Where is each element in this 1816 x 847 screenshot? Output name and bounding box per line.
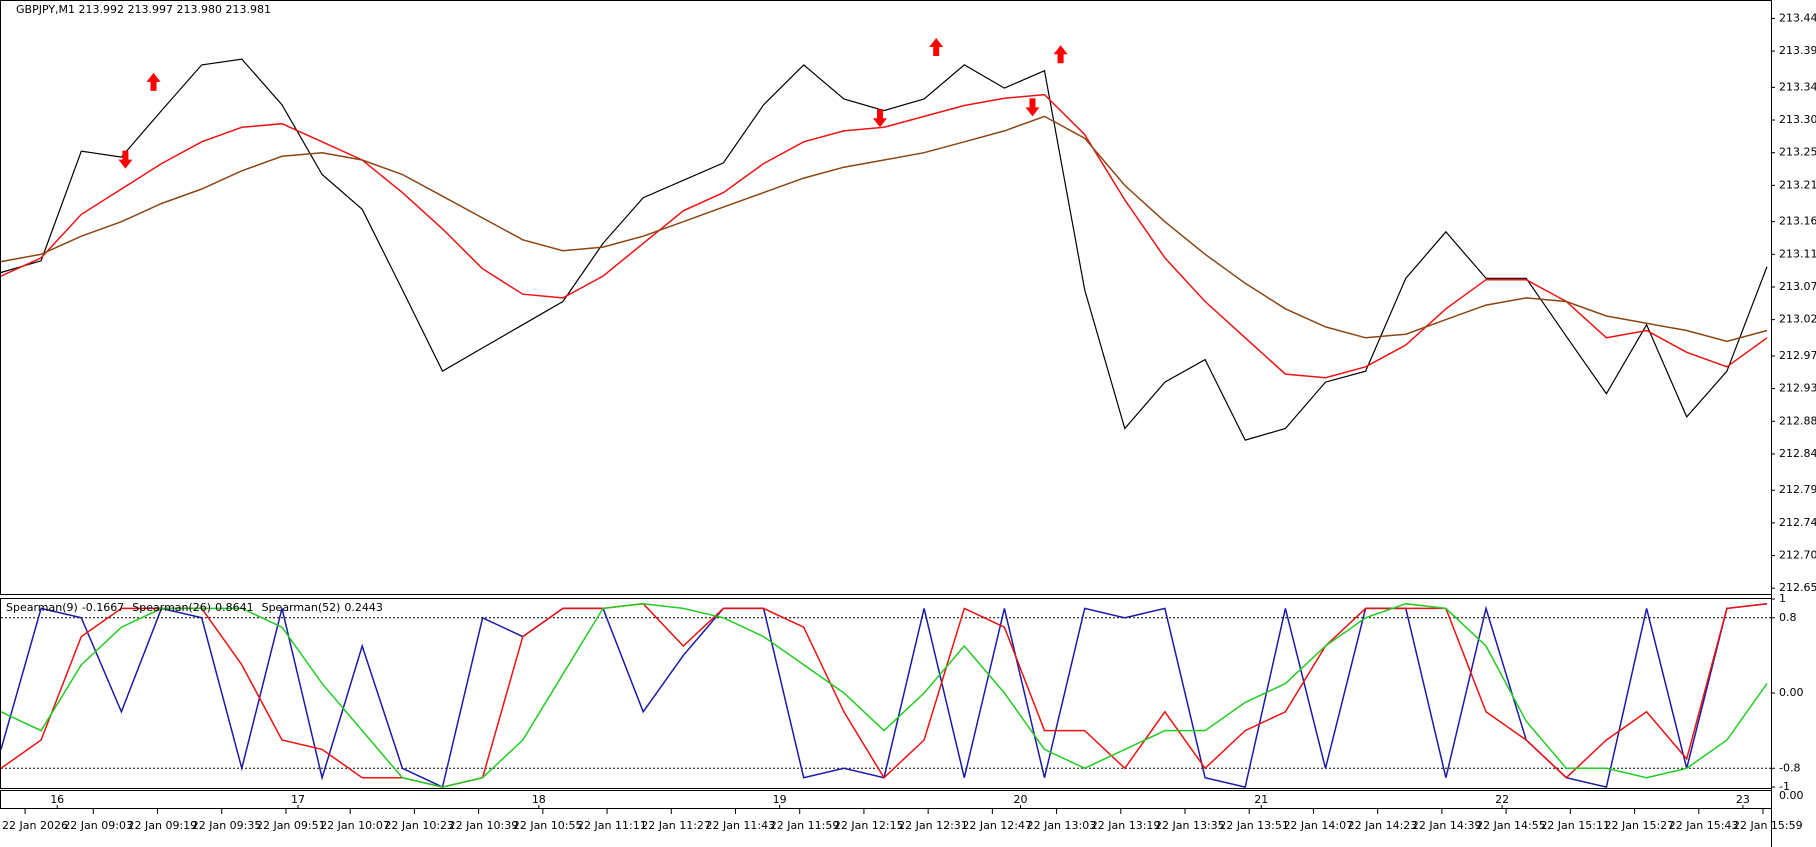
- series-line: [0, 602, 1768, 788]
- day-label: 23: [1736, 793, 1750, 806]
- y-tick-label: 213.210: [1779, 178, 1816, 191]
- x-tick-label: 22 Jan 10:55: [513, 819, 583, 832]
- legend-value: 0.8641: [215, 601, 254, 614]
- x-tick-label: 22 Jan 09:19: [128, 819, 198, 832]
- signal-arrow: [872, 109, 887, 128]
- day-label: 20: [1013, 793, 1027, 806]
- y-tick-label: 212.975: [1779, 349, 1816, 362]
- x-tick-label: 22 Jan 14:39: [1412, 819, 1482, 832]
- legend-name: Spearman(52): [262, 601, 341, 614]
- day-label: 18: [532, 793, 546, 806]
- signal-arrow: [1053, 45, 1068, 64]
- legend-name: Spearman(9): [6, 601, 78, 614]
- x-tick-label: 22 Jan 09:03: [63, 819, 133, 832]
- series-line: [0, 93, 1768, 379]
- x-tick-label: 22 Jan 11:59: [770, 819, 840, 832]
- x-tick-label: 22 Jan 13:35: [1155, 819, 1225, 832]
- y-tick-label: 213.160: [1779, 215, 1816, 228]
- legend-value: -0.1667: [82, 601, 124, 614]
- y-tick-label: 213.440: [1779, 11, 1816, 24]
- x-tick-label: 22 Jan 09:35: [192, 819, 262, 832]
- y-tick-label: 212.930: [1779, 382, 1816, 395]
- x-tick-label: 22 Jan 11:27: [641, 819, 711, 832]
- x-tick-label: 22 Jan 13:51: [1219, 819, 1289, 832]
- y-tick-label: -1: [1779, 780, 1790, 793]
- x-tick-label: 22 Jan 11:43: [705, 819, 775, 832]
- day-label: 16: [50, 793, 64, 806]
- y-tick-label: 212.885: [1779, 414, 1816, 427]
- y-tick-label: 212.700: [1779, 549, 1816, 562]
- day-label: 17: [291, 793, 305, 806]
- y-tick-label: 1: [1779, 592, 1786, 605]
- x-tick-label: 22 Jan 15:59: [1733, 819, 1803, 832]
- y-tick-label: 213.115: [1779, 247, 1816, 260]
- y-tick-label: 213.025: [1779, 313, 1816, 326]
- x-tick-label: 22 Jan 15:11: [1540, 819, 1610, 832]
- main-pane: [0, 0, 1772, 595]
- x-tick-label: 22 Jan 2026: [2, 819, 68, 832]
- y-tick-label: 213.255: [1779, 146, 1816, 159]
- legend-name: Spearman(26): [132, 601, 211, 614]
- day-label: 22: [1495, 793, 1509, 806]
- x-tick-label: 22 Jan 11:11: [577, 819, 647, 832]
- y-tick-label: 212.840: [1779, 447, 1816, 460]
- y-tick-label: 212.790: [1779, 483, 1816, 496]
- x-tick-label: 22 Jan 15:43: [1669, 819, 1739, 832]
- x-tick-label: 22 Jan 14:07: [1283, 819, 1353, 832]
- y-tick-label: 213.395: [1779, 44, 1816, 57]
- x-tick-label: 22 Jan 13:19: [1091, 819, 1161, 832]
- signal-arrow: [146, 72, 161, 91]
- y-tick-label: 213.300: [1779, 113, 1816, 126]
- y-tick-label: 213.070: [1779, 280, 1816, 293]
- x-tick-label: 22 Jan 12:31: [898, 819, 968, 832]
- x-tick-label: 22 Jan 13:03: [1027, 819, 1097, 832]
- x-tick-label: 22 Jan 14:55: [1476, 819, 1546, 832]
- y-tick-label: 0.00: [1779, 686, 1804, 699]
- oscillator-pane: [0, 598, 1772, 789]
- footer-label: 0.00: [1779, 789, 1804, 802]
- series-line: [0, 115, 1768, 343]
- y-tick-label: 212.745: [1779, 516, 1816, 529]
- chart-title: GBPJPY,M1 213.992 213.997 213.980 213.98…: [16, 3, 271, 16]
- x-tick-label: 22 Jan 12:47: [962, 819, 1032, 832]
- legend-value: 0.2443: [344, 601, 383, 614]
- signal-arrow: [1025, 98, 1040, 117]
- day-label: 21: [1254, 793, 1268, 806]
- x-tick-label: 22 Jan 10:39: [449, 819, 519, 832]
- x-tick-label: 22 Jan 09:51: [256, 819, 326, 832]
- y-tick-label: -0.8: [1779, 761, 1800, 774]
- x-tick-label: 22 Jan 14:23: [1348, 819, 1418, 832]
- x-tick-label: 22 Jan 10:23: [384, 819, 454, 832]
- y-tick-label: 213.345: [1779, 80, 1816, 93]
- x-tick-label: 22 Jan 12:15: [834, 819, 904, 832]
- series-line: [0, 58, 1768, 441]
- x-tick-label: 22 Jan 15:27: [1605, 819, 1675, 832]
- x-tick-label: 22 Jan 10:07: [320, 819, 390, 832]
- y-tick-label: 0.8: [1779, 611, 1797, 624]
- day-label: 19: [773, 793, 787, 806]
- series-line: [0, 602, 1768, 788]
- signal-arrow: [929, 38, 944, 57]
- signal-arrow: [118, 150, 133, 169]
- y-tick-label: 212.655: [1779, 581, 1816, 594]
